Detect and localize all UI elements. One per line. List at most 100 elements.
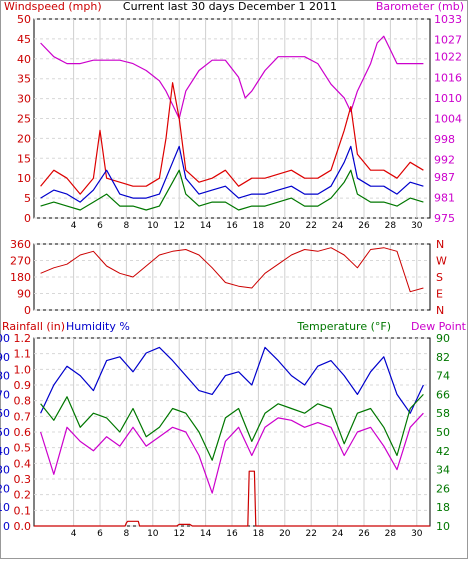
rainfall-line bbox=[34, 470, 430, 527]
compass-tick: W bbox=[436, 255, 447, 268]
wind-left-tick: 25 bbox=[17, 113, 31, 126]
env-left-tick: 1.1 bbox=[14, 348, 32, 361]
wind-left-tick: 35 bbox=[17, 73, 31, 86]
wind-x-tick: 28 bbox=[385, 221, 397, 231]
temperature-tick: 74 bbox=[436, 370, 450, 383]
humidity-tick: 70 bbox=[0, 388, 10, 401]
barometer-tick: 1004 bbox=[434, 113, 462, 126]
env-x-tick: 4 bbox=[71, 529, 77, 539]
wind-x-tick: 24 bbox=[332, 221, 344, 231]
wind-direction-line bbox=[40, 247, 424, 293]
env-left-tick: 0.0 bbox=[14, 520, 32, 533]
wind-left-tick: 30 bbox=[17, 93, 31, 106]
env-left-tick: 1.2 bbox=[14, 332, 32, 345]
barometer-tick: 975 bbox=[434, 212, 455, 225]
chart-title: Current last 30 days December 1 2011 bbox=[123, 0, 337, 13]
humidity-tick: 80 bbox=[0, 370, 10, 383]
temperature-tick: 42 bbox=[436, 445, 450, 458]
env-x-tick: 16 bbox=[226, 529, 238, 539]
temperature-tick: 66 bbox=[436, 388, 450, 401]
barometer-tick: 1027 bbox=[434, 34, 462, 47]
compass-tick: N bbox=[436, 304, 444, 317]
barometer-tick: 981 bbox=[434, 191, 455, 204]
compass-tick: N bbox=[436, 238, 444, 251]
humidity-tick: 60 bbox=[0, 407, 10, 420]
env-x-tick: 28 bbox=[385, 529, 397, 539]
wind-left-tick: 20 bbox=[17, 132, 31, 145]
env-x-tick: 8 bbox=[124, 529, 130, 539]
humidity-tick: 30 bbox=[0, 464, 10, 477]
barometer-tick: 987 bbox=[434, 171, 455, 184]
env-x-tick: 20 bbox=[279, 529, 291, 539]
wind-panel: 0 5 10 15 20 25 30 35 40 45 50 4 6 8 10 12 14 16 18 20 22 24 2… bbox=[17, 13, 462, 231]
temperature-tick: 26 bbox=[436, 482, 450, 495]
humidity-line bbox=[40, 346, 424, 414]
wind-x-tick: 26 bbox=[358, 221, 370, 231]
wind-left-tick: 40 bbox=[17, 53, 31, 66]
wind-left-tick: 50 bbox=[17, 13, 31, 26]
temperature-tick: 34 bbox=[436, 464, 450, 477]
env-x-tick: 18 bbox=[253, 529, 265, 539]
barometer-tick: 1010 bbox=[434, 92, 462, 105]
wind-x-tick: 6 bbox=[97, 221, 103, 231]
humidity-tick: 0 bbox=[3, 520, 10, 533]
wind-x-tick: 18 bbox=[253, 221, 265, 231]
rainfall-axis-label: Rainfall (in) bbox=[2, 320, 65, 333]
env-x-tick: 30 bbox=[411, 529, 423, 539]
wind-x-tick: 20 bbox=[279, 221, 291, 231]
direction-left-tick: 360 bbox=[10, 238, 31, 251]
env-left-tick: 0.1 bbox=[14, 504, 32, 517]
windspeed-line bbox=[40, 82, 424, 195]
env-x-tick: 12 bbox=[173, 529, 184, 539]
humidity-tick: 50 bbox=[0, 426, 10, 439]
wind-low-line bbox=[40, 169, 424, 211]
wind-x-tick: 16 bbox=[226, 221, 238, 231]
env-left-tick: 0.8 bbox=[14, 395, 32, 408]
env-x-tick: 6 bbox=[97, 529, 103, 539]
direction-left-tick: 90 bbox=[17, 288, 31, 301]
direction-left-tick: 0 bbox=[24, 304, 31, 317]
env-x-tick: 10 bbox=[147, 529, 159, 539]
wind-left-tick: 15 bbox=[17, 152, 31, 165]
direction-left-tick: 270 bbox=[10, 255, 31, 268]
temperature-axis-label: Temperature (°F) bbox=[296, 320, 391, 333]
barometer-tick: 992 bbox=[434, 154, 455, 167]
wind-x-tick: 4 bbox=[71, 221, 77, 231]
env-left-tick: 0.6 bbox=[14, 426, 32, 439]
wind-left-tick: 10 bbox=[17, 172, 31, 185]
barometer-tick: 998 bbox=[434, 133, 455, 146]
barometer-line bbox=[40, 35, 424, 120]
temperature-tick: 18 bbox=[436, 501, 450, 514]
windspeed-axis-label: Windspeed (mph) bbox=[4, 0, 102, 13]
env-left-tick: 0.4 bbox=[14, 457, 32, 470]
env-left-tick: 1.0 bbox=[14, 363, 32, 376]
environment-panel: 0.0 0.1 0.2 0.3 0.4 0.5 0.6 0.7 0.8 0.9 1.0 1.1 1.2 4… bbox=[0, 332, 450, 539]
temperature-tick: 82 bbox=[436, 351, 450, 364]
env-x-tick: 14 bbox=[200, 529, 212, 539]
humidity-axis-label: Humidity % bbox=[66, 320, 130, 333]
wind-x-tick: 30 bbox=[411, 221, 423, 231]
wind-x-tick: 10 bbox=[147, 221, 159, 231]
direction-left-tick: 180 bbox=[10, 271, 31, 284]
wind-x-tick: 12 bbox=[173, 221, 184, 231]
wind-x-tick: 8 bbox=[124, 221, 130, 231]
compass-tick: E bbox=[436, 288, 443, 301]
dewpoint-line bbox=[40, 412, 424, 494]
humidity-tick: 20 bbox=[0, 482, 10, 495]
wind-left-tick: 0 bbox=[24, 212, 31, 225]
temperature-line bbox=[40, 393, 424, 461]
barometer-tick: 1033 bbox=[434, 13, 462, 26]
humidity-tick: 40 bbox=[0, 445, 10, 458]
env-x-tick: 22 bbox=[305, 529, 316, 539]
env-left-tick: 0.3 bbox=[14, 473, 32, 486]
env-x-tick: 24 bbox=[332, 529, 344, 539]
wind-x-tick: 22 bbox=[305, 221, 316, 231]
compass-tick: S bbox=[436, 271, 443, 284]
barometer-tick: 1022 bbox=[434, 51, 462, 64]
temperature-tick: 10 bbox=[436, 520, 450, 533]
barometer-tick: 1016 bbox=[434, 71, 462, 84]
env-left-tick: 0.9 bbox=[14, 379, 32, 392]
temperature-tick: 50 bbox=[436, 426, 450, 439]
env-x-tick: 26 bbox=[358, 529, 370, 539]
